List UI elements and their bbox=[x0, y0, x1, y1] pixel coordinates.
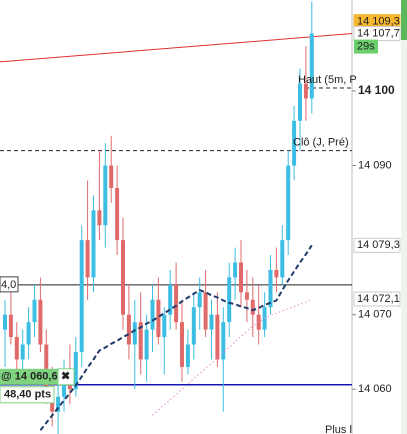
candle-body bbox=[14, 337, 19, 360]
level-tag-bg bbox=[0, 276, 19, 293]
candle-body bbox=[250, 299, 255, 315]
order-bg bbox=[0, 368, 74, 385]
order-points: 48,40 pts bbox=[4, 389, 51, 401]
candle-body bbox=[38, 299, 43, 345]
timer: 29s bbox=[357, 40, 375, 52]
level-tag: 4,0 bbox=[1, 279, 16, 291]
candle-body bbox=[274, 269, 279, 278]
candle-body bbox=[286, 165, 291, 241]
candle-body bbox=[44, 344, 49, 390]
order-close: ✖ bbox=[61, 371, 70, 383]
footer-label: Plus l bbox=[325, 424, 352, 434]
order-points-bg bbox=[0, 386, 55, 404]
candle-body bbox=[185, 344, 190, 367]
candle-body bbox=[197, 292, 202, 308]
candle-body bbox=[268, 269, 273, 308]
price-tag: 14 107,7 bbox=[357, 27, 400, 39]
candle-body bbox=[227, 277, 232, 323]
scroll-thumb bbox=[401, 0, 407, 40]
candle-body bbox=[221, 322, 226, 360]
candle-body bbox=[239, 262, 243, 293]
candle-body bbox=[103, 165, 108, 226]
candle-body bbox=[32, 299, 37, 323]
candle-body bbox=[191, 307, 196, 345]
candle-body bbox=[203, 292, 208, 330]
price-tag: 14 079,3 bbox=[357, 239, 400, 251]
candle-body bbox=[115, 187, 120, 241]
candle-body bbox=[97, 210, 102, 226]
candle-body bbox=[73, 351, 78, 390]
candle-body bbox=[156, 299, 161, 338]
order-close-bg bbox=[57, 368, 75, 386]
candle-body bbox=[138, 322, 143, 360]
candle-body bbox=[309, 33, 314, 99]
y-tick-label: 14 100 bbox=[358, 83, 395, 97]
candle-body bbox=[132, 322, 137, 345]
candle-body bbox=[303, 83, 308, 99]
candle-body bbox=[233, 262, 238, 278]
candle-body bbox=[8, 314, 13, 338]
level-label: Clô (J, Pré) bbox=[293, 137, 349, 149]
price-tag: 14 109,3 bbox=[357, 16, 400, 28]
candle-body bbox=[174, 284, 179, 323]
candle-body bbox=[162, 314, 167, 338]
price-tag: 14 072,1 bbox=[357, 293, 400, 305]
candle-body bbox=[121, 240, 125, 315]
candle-body bbox=[144, 329, 149, 360]
candle-body bbox=[91, 210, 96, 278]
y-tick-label: 14 090 bbox=[358, 159, 392, 171]
candle-body bbox=[3, 314, 7, 330]
trendline bbox=[0, 33, 353, 63]
level-label: Haut (5m, P bbox=[298, 74, 357, 86]
candle-body bbox=[126, 314, 131, 345]
order-label: @ 14 060,6 bbox=[1, 371, 58, 383]
candle-body bbox=[180, 322, 184, 367]
price-tag-bg bbox=[353, 291, 401, 307]
candle-body bbox=[215, 314, 220, 360]
moving-average bbox=[39, 244, 313, 431]
y-tick-label: 14 060 bbox=[358, 383, 392, 395]
candle-body bbox=[20, 344, 25, 360]
candle-body bbox=[168, 284, 173, 315]
price-tag-bg bbox=[353, 237, 401, 253]
candle-body bbox=[56, 396, 61, 412]
candle-body bbox=[79, 240, 84, 352]
candle-body bbox=[26, 322, 31, 345]
candle-body bbox=[62, 374, 66, 397]
candle-body bbox=[298, 83, 302, 121]
y-tick-label: 14 070 bbox=[358, 309, 392, 321]
candle-body bbox=[209, 314, 214, 330]
candle-body bbox=[244, 292, 249, 300]
candle-body bbox=[292, 120, 297, 166]
candle-body bbox=[280, 240, 285, 278]
candle-body bbox=[150, 299, 155, 330]
scroll-strip bbox=[401, 0, 407, 434]
candle-body bbox=[109, 165, 114, 188]
candle-body bbox=[85, 240, 90, 278]
timer-bg bbox=[354, 39, 378, 54]
